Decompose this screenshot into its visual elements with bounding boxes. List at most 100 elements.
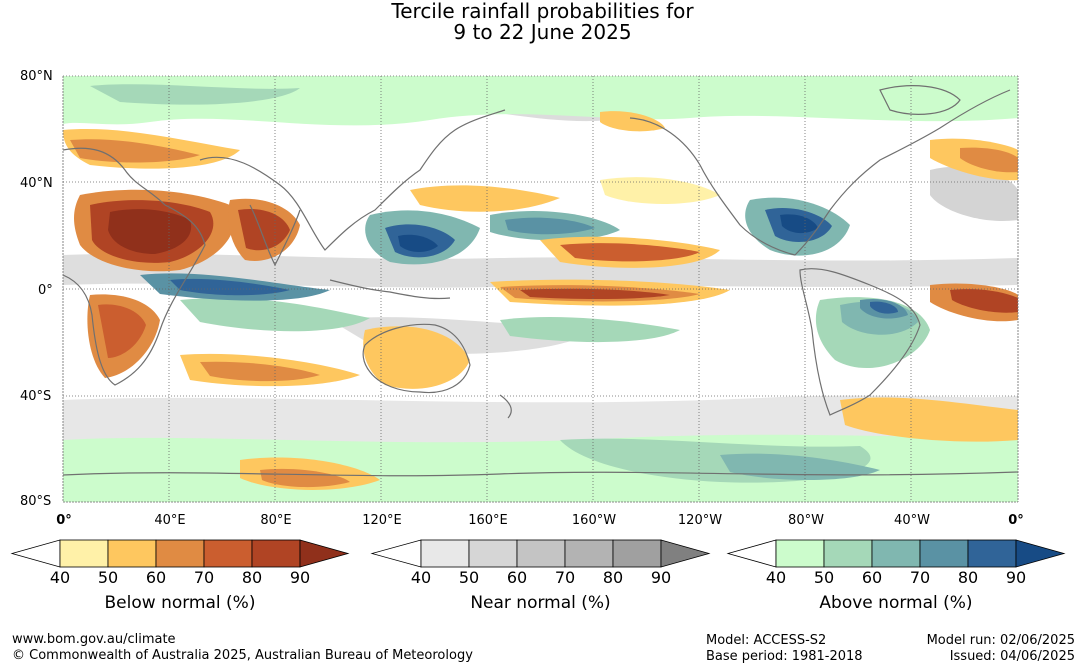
colorbar-tick-label: 50 bbox=[458, 568, 480, 587]
below-normal-area bbox=[363, 326, 470, 389]
chart-title-line-2: 9 to 22 June 2025 bbox=[453, 20, 632, 44]
colorbar-title: Below normal (%) bbox=[104, 593, 256, 613]
colorbar-segment bbox=[564, 539, 614, 568]
below-normal-area bbox=[600, 111, 665, 132]
coastline-africa-europe bbox=[63, 147, 206, 386]
coastline-new-zealand bbox=[499, 394, 512, 419]
colorbar-title: Above normal (%) bbox=[819, 593, 973, 613]
longitude-label: 0° bbox=[56, 513, 72, 528]
colorbar-over-triangle bbox=[299, 539, 350, 568]
below-normal-area bbox=[560, 243, 700, 262]
below-normal-area bbox=[960, 147, 1018, 173]
colorbar-segment bbox=[775, 539, 825, 568]
below-normal-area bbox=[70, 139, 200, 163]
below-normal-area bbox=[520, 288, 670, 300]
colorbar-segment bbox=[107, 539, 157, 568]
longitude-label: 120°E bbox=[362, 513, 402, 528]
above-normal-area bbox=[720, 453, 880, 480]
colorbar-tick-label: 80 bbox=[241, 568, 263, 587]
coastline-south-america bbox=[799, 268, 921, 416]
above-normal-area bbox=[170, 278, 290, 296]
colorbar-tick-label: 90 bbox=[1005, 568, 1027, 587]
colorbar-over-triangle bbox=[1015, 539, 1066, 568]
latitude-label: 40°N bbox=[20, 176, 53, 191]
below-normal-area bbox=[600, 177, 720, 205]
above-normal-area bbox=[500, 317, 680, 343]
colorbar-segment bbox=[251, 539, 301, 568]
footer-model-run: Model run: 02/06/2025 bbox=[926, 633, 1075, 648]
longitude-label: 40°W bbox=[894, 513, 930, 528]
chart-title-line-1: Tercile rainfall probabilities for bbox=[391, 0, 694, 23]
colorbar-segment bbox=[516, 539, 566, 568]
colorbar-tick-label: 60 bbox=[506, 568, 528, 587]
longitude-label: 160°E bbox=[468, 513, 508, 528]
colorbar-tick-label: 40 bbox=[410, 568, 432, 587]
footer-copyright: © Commonwealth of Australia 2025, Austra… bbox=[12, 648, 473, 663]
below-normal-area bbox=[950, 289, 1018, 313]
below-normal-area bbox=[98, 304, 146, 358]
colorbar-tick-label: 80 bbox=[602, 568, 624, 587]
latitude-label: 80°N bbox=[20, 69, 53, 84]
colorbar-segment bbox=[155, 539, 205, 568]
coastline-asia bbox=[199, 109, 506, 251]
footer-base-period: Base period: 1981-2018 bbox=[706, 649, 863, 664]
longitude-label: 0° bbox=[1008, 513, 1024, 528]
colorbar-tick-label: 50 bbox=[97, 568, 119, 587]
colorbar-segment bbox=[871, 539, 921, 568]
below-normal-area bbox=[200, 361, 320, 382]
longitude-label: 120°W bbox=[677, 513, 723, 528]
coastline-indonesia bbox=[329, 279, 451, 300]
latitude-label: 0° bbox=[38, 283, 53, 298]
colorbar-tick-label: 40 bbox=[49, 568, 71, 587]
footer-url: www.bom.gov.au/climate bbox=[12, 632, 176, 647]
longitude-label: 160°W bbox=[571, 513, 617, 528]
colorbar-segment bbox=[967, 539, 1017, 568]
footer-model: Model: ACCESS-S2 bbox=[706, 633, 827, 648]
coastline-antarctica bbox=[63, 471, 1018, 477]
colorbar-segment bbox=[203, 539, 253, 568]
near-normal-area bbox=[930, 166, 1018, 221]
colorbar-segment bbox=[468, 539, 518, 568]
near-normal-area bbox=[63, 395, 1018, 447]
above-normal-area bbox=[63, 76, 1018, 126]
colorbar-under-triangle bbox=[10, 539, 61, 568]
colorbar-title: Near normal (%) bbox=[470, 593, 611, 613]
colorbar-tick-label: 70 bbox=[193, 568, 215, 587]
below-normal-area bbox=[410, 185, 560, 212]
above-normal-area bbox=[780, 214, 818, 234]
longitude-label: 80°W bbox=[788, 513, 824, 528]
colorbar-tick-label: 50 bbox=[813, 568, 835, 587]
longitude-label: 40°E bbox=[154, 513, 186, 528]
map-container bbox=[62, 75, 1019, 503]
colorbar-tick-label: 60 bbox=[145, 568, 167, 587]
colorbar-segment bbox=[612, 539, 662, 568]
footer-issued: Issued: 04/06/2025 bbox=[949, 649, 1075, 664]
coastline-greenland bbox=[879, 85, 961, 115]
colorbar-tick-label: 70 bbox=[554, 568, 576, 587]
coastline-australia bbox=[362, 323, 471, 394]
colorbar-tick-label: 90 bbox=[289, 568, 311, 587]
above-normal-area bbox=[180, 297, 370, 332]
above-normal-area bbox=[398, 234, 438, 252]
colorbar-tick-label: 90 bbox=[650, 568, 672, 587]
below-normal-area bbox=[108, 209, 192, 254]
near-normal-area bbox=[63, 253, 1018, 288]
longitude-label: 80°E bbox=[260, 513, 292, 528]
below-normal-area bbox=[260, 468, 350, 488]
above-normal-area bbox=[63, 434, 1018, 502]
below-normal-area bbox=[840, 397, 1018, 442]
colorbar-tick-label: 60 bbox=[861, 568, 883, 587]
coastline-north-america bbox=[629, 89, 1011, 256]
colorbar-over-triangle bbox=[660, 539, 711, 568]
below-normal-area bbox=[238, 208, 290, 251]
above-normal-area bbox=[90, 84, 300, 105]
above-normal-area bbox=[870, 301, 898, 314]
colorbar-tick-label: 40 bbox=[765, 568, 787, 587]
colorbar-segment bbox=[919, 539, 969, 568]
colorbar-under-triangle bbox=[726, 539, 777, 568]
coastline-india bbox=[249, 204, 301, 267]
coastlines bbox=[63, 85, 1018, 477]
colorbar-segment bbox=[823, 539, 873, 568]
above-normal-area bbox=[505, 217, 595, 235]
forecast-map bbox=[62, 75, 1019, 503]
